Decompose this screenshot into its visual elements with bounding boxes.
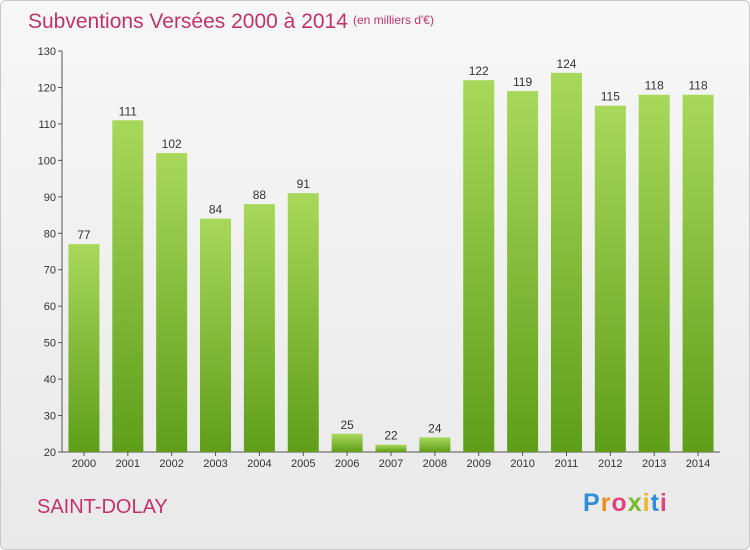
x-tick-label: 2008 xyxy=(423,458,447,470)
data-label: 84 xyxy=(209,203,223,217)
x-tick-label: 2004 xyxy=(247,458,271,470)
data-label: 111 xyxy=(119,104,138,118)
bar xyxy=(419,437,451,452)
logo-letter: o xyxy=(611,489,628,517)
x-tick-label: 2000 xyxy=(72,458,96,470)
data-label: 122 xyxy=(469,64,489,78)
logo-letter: i xyxy=(642,489,651,517)
bar xyxy=(594,105,626,452)
y-tick-label: 100 xyxy=(38,155,56,167)
logo-letter: r xyxy=(600,489,612,517)
data-label: 102 xyxy=(162,137,182,151)
y-tick-label: 90 xyxy=(44,192,56,204)
x-tick-label: 2011 xyxy=(555,458,579,470)
y-tick-label: 80 xyxy=(44,228,56,240)
chart-title: Subventions Versées 2000 à 2014 xyxy=(28,10,348,33)
y-tick-label: 130 xyxy=(38,46,56,58)
chart-subtitle: (en milliers d'€) xyxy=(353,13,434,27)
x-tick-label: 2001 xyxy=(116,458,140,470)
x-tick-label: 2013 xyxy=(642,458,666,470)
location-label: SAINT-DOLAY xyxy=(37,496,168,518)
y-tick-label: 60 xyxy=(44,301,56,313)
bar xyxy=(200,218,232,452)
bar xyxy=(375,444,407,452)
bar xyxy=(682,94,714,452)
logo-letter: P xyxy=(583,489,601,517)
logo-letter: x xyxy=(627,489,643,517)
logo-letter: i xyxy=(659,489,668,517)
proxiti-logo: Proxiti xyxy=(583,489,668,518)
x-tick-label: 2010 xyxy=(510,458,534,470)
data-label: 25 xyxy=(340,418,354,432)
x-tick-label: 2003 xyxy=(203,458,227,470)
data-label: 115 xyxy=(601,90,620,104)
y-tick-label: 40 xyxy=(44,374,56,386)
bar xyxy=(507,91,539,452)
bar xyxy=(463,80,495,452)
bar xyxy=(331,433,363,452)
data-label: 118 xyxy=(688,79,707,93)
bar xyxy=(287,193,319,452)
x-tick-label: 2014 xyxy=(686,458,710,470)
x-tick-label: 2002 xyxy=(159,458,183,470)
y-tick-label: 120 xyxy=(38,82,56,94)
y-tick-label: 30 xyxy=(44,411,56,423)
data-label: 88 xyxy=(253,188,267,202)
data-label: 24 xyxy=(428,421,442,435)
y-tick-label: 50 xyxy=(44,338,56,350)
bar xyxy=(112,120,144,452)
data-labels: 77 111 102 84 88 91 25 22 24 122 119 124 115 118 118 xyxy=(77,57,708,443)
data-label: 22 xyxy=(384,429,398,443)
x-tick-label: 2005 xyxy=(291,458,315,470)
x-tick-label: 2007 xyxy=(379,458,403,470)
x-tick-label: 2006 xyxy=(335,458,359,470)
x-tick-label: 2009 xyxy=(466,458,490,470)
data-label: 77 xyxy=(77,228,91,242)
bars xyxy=(68,72,714,452)
bar xyxy=(638,94,670,452)
y-tick-label: 70 xyxy=(44,265,56,277)
data-label: 119 xyxy=(513,75,532,89)
y-tick-label: 20 xyxy=(44,447,56,459)
x-tick-label: 2012 xyxy=(598,458,622,470)
data-label: 124 xyxy=(556,57,576,71)
data-label: 91 xyxy=(297,177,311,191)
bar xyxy=(550,72,582,452)
y-tick-label: 110 xyxy=(38,119,56,131)
bar xyxy=(156,153,188,452)
bar xyxy=(68,244,100,452)
bar xyxy=(243,204,275,452)
logo-letter: t xyxy=(650,489,660,517)
data-label: 118 xyxy=(645,79,664,93)
